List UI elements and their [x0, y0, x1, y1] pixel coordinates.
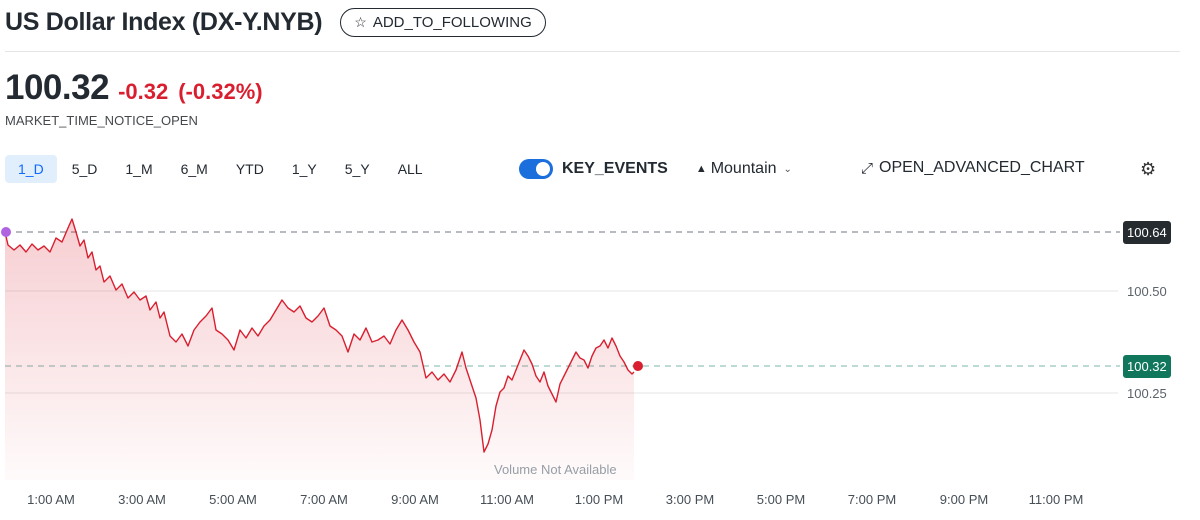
- header-divider: [5, 51, 1180, 52]
- x-tick: 11:00 AM: [480, 492, 534, 507]
- gear-icon[interactable]: ⚙: [1140, 159, 1157, 179]
- quote-row: 100.32 -0.32 (-0.32%): [5, 68, 263, 108]
- range-all[interactable]: ALL: [397, 161, 423, 177]
- key-events-toggle[interactable]: [519, 159, 553, 179]
- advanced-chart-label: OPEN_ADVANCED_CHART: [879, 159, 1085, 176]
- x-tick: 5:00 PM: [756, 492, 806, 507]
- header: US Dollar Index (DX-Y.NYB) ☆ ADD_TO_FOLL…: [5, 8, 546, 37]
- current-price-marker: [633, 361, 643, 371]
- price-chart[interactable]: [0, 200, 1200, 490]
- x-tick: 5:00 AM: [209, 492, 257, 507]
- range-5y[interactable]: 5_Y: [344, 161, 370, 177]
- range-selector: 1_D 5_D 1_M 6_M YTD 1_Y 5_Y ALL: [5, 155, 438, 183]
- chevron-down-icon: ⌄: [783, 163, 792, 175]
- range-1m[interactable]: 1_M: [125, 161, 153, 177]
- open-advanced-chart-button[interactable]: ⤢ OPEN_ADVANCED_CHART: [861, 159, 1085, 177]
- mountain-icon: ▲: [695, 163, 707, 175]
- current-price: 100.32: [5, 68, 110, 107]
- price-line: [4, 218, 635, 453]
- current-price-badge: 100.32: [1123, 355, 1171, 378]
- x-tick: 9:00 PM: [939, 492, 989, 507]
- page-title: US Dollar Index (DX-Y.NYB): [5, 8, 323, 36]
- chart-type-dropdown[interactable]: ▲ Mountain ⌄: [696, 160, 792, 178]
- x-tick: 7:00 AM: [300, 492, 348, 507]
- range-ytd[interactable]: YTD: [235, 161, 264, 177]
- add-to-following-button[interactable]: ☆ ADD_TO_FOLLOWING: [340, 8, 546, 37]
- x-tick: 9:00 AM: [391, 492, 439, 507]
- x-tick: 7:00 PM: [847, 492, 897, 507]
- volume-notice: Volume Not Available: [494, 462, 617, 477]
- star-icon: ☆: [354, 14, 367, 30]
- prev-close-badge: 100.64: [1123, 221, 1171, 244]
- price-area: [5, 219, 634, 480]
- expand-arrow-icon: ⤢: [861, 159, 874, 177]
- open-marker: [1, 227, 11, 237]
- x-tick: 3:00 AM: [118, 492, 166, 507]
- x-tick: 1:00 PM: [574, 492, 624, 507]
- x-tick: 1:00 AM: [27, 492, 75, 507]
- range-5d[interactable]: 5_D: [71, 161, 98, 177]
- y-tick-100-25: 100.25: [1127, 386, 1167, 401]
- range-1d[interactable]: 1_D: [5, 155, 57, 183]
- key-events-label: KEY_EVENTS: [562, 160, 668, 177]
- x-tick: 3:00 PM: [665, 492, 715, 507]
- chart-type-label: Mountain: [710, 160, 777, 177]
- price-change: -0.32: [118, 79, 169, 104]
- range-6m[interactable]: 6_M: [180, 161, 208, 177]
- price-change-percent: (-0.32%): [178, 79, 263, 104]
- x-tick: 11:00 PM: [1028, 492, 1084, 507]
- follow-label: ADD_TO_FOLLOWING: [372, 14, 532, 31]
- range-1y[interactable]: 1_Y: [291, 161, 317, 177]
- y-tick-100-50: 100.50: [1127, 284, 1167, 299]
- market-time-notice: MARKET_TIME_NOTICE_OPEN: [5, 113, 198, 128]
- chart-toolbar: KEY_EVENTS ▲ Mountain ⌄: [519, 157, 792, 181]
